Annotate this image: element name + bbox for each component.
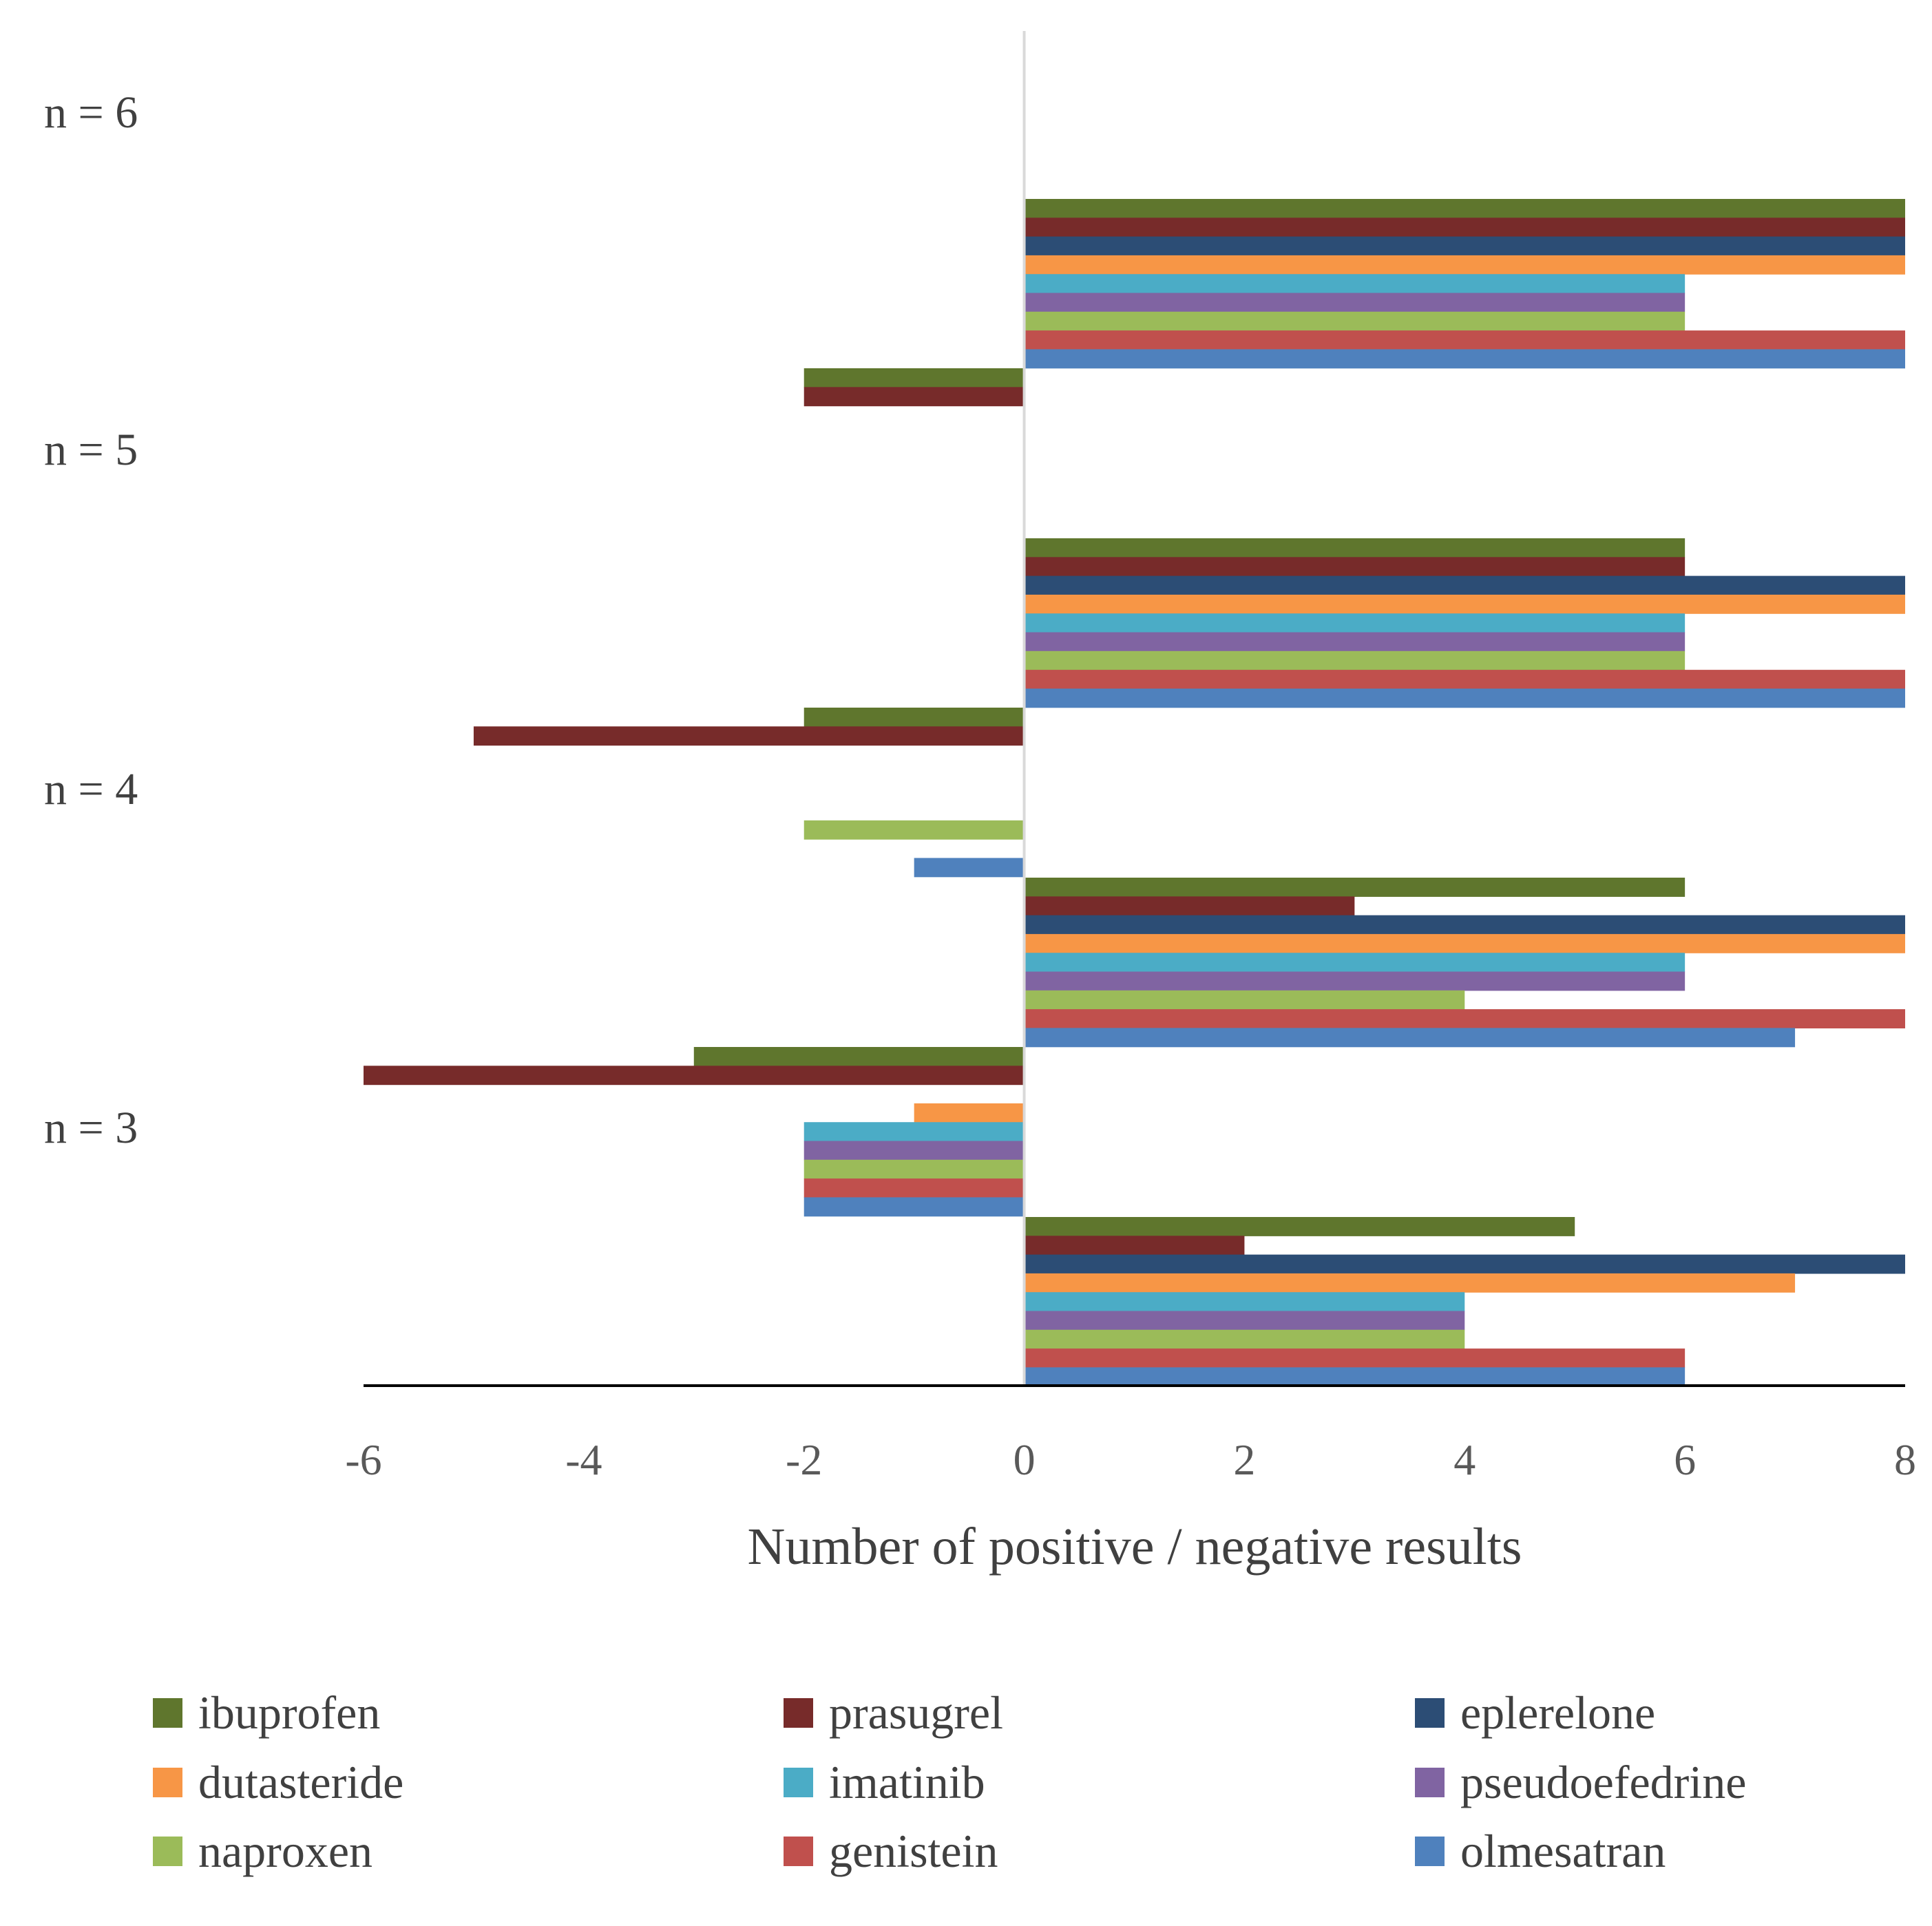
legend-swatch-dutasteride xyxy=(153,1768,182,1797)
bar-positive-olmesatran-n=4 xyxy=(1024,1028,1796,1048)
legend-label-olmesatran: olmesatran xyxy=(1460,1825,1666,1877)
bar-positive-prasugrel-n=4 xyxy=(1024,896,1355,916)
x-tick-label: 6 xyxy=(1674,1435,1696,1484)
bar-negative-ibuprofen-n=5 xyxy=(804,708,1025,727)
legend-swatch-imatinib xyxy=(784,1768,813,1797)
group-labels: n = 6 n = 5 n = 4 n = 3 xyxy=(44,87,138,1153)
bar-positive-genistein-n=6 xyxy=(1024,330,1905,350)
bar-positive-eplerelone-n=5 xyxy=(1024,575,1905,595)
bar-positive-pseudoefedrine-n=3 xyxy=(1024,1311,1465,1331)
bar-negative-pseudoefedrine-n=4 xyxy=(804,1141,1025,1161)
x-tick-label: 8 xyxy=(1894,1435,1916,1484)
legend-item-ibuprofen: ibuprofen xyxy=(153,1686,380,1739)
bar-positive-prasugrel-n=5 xyxy=(1024,557,1686,577)
x-tick-label: 4 xyxy=(1453,1435,1476,1484)
legend-label-genistein: genistein xyxy=(829,1825,998,1877)
x-tick-label: -2 xyxy=(786,1435,822,1484)
group-label-n=6: n = 6 xyxy=(44,87,138,138)
x-tick-label: 0 xyxy=(1014,1435,1036,1484)
bar-negative-dutasteride-n=4 xyxy=(914,1103,1025,1123)
legend-label-imatinib: imatinib xyxy=(829,1756,985,1808)
bar-positive-olmesatran-n=5 xyxy=(1024,688,1905,708)
bar-positive-dutasteride-n=5 xyxy=(1024,594,1905,614)
group-label-n=5: n = 5 xyxy=(44,425,138,475)
legend-item-eplerelone: eplerelone xyxy=(1415,1686,1655,1739)
bar-negative-olmesatran-n=5 xyxy=(914,858,1025,878)
bar-negative-prasugrel-n=5 xyxy=(473,726,1025,746)
bar-positive-olmesatran-n=6 xyxy=(1024,349,1905,369)
legend-swatch-pseudoefedrine xyxy=(1415,1768,1445,1797)
x-tick-labels: -6 -4 -2 0 2 4 6 8 xyxy=(345,1435,1916,1484)
bar-negative-genistein-n=4 xyxy=(804,1178,1025,1198)
legend-item-prasugrel: prasugrel xyxy=(784,1686,1003,1739)
bar-positive-pseudoefedrine-n=4 xyxy=(1024,971,1686,991)
legend-label-dutasteride: dutasteride xyxy=(198,1756,403,1808)
legend-swatch-eplerelone xyxy=(1415,1698,1445,1728)
bar-positive-genistein-n=4 xyxy=(1024,1009,1905,1028)
x-axis-title: Number of positive / negative results xyxy=(748,1518,1522,1576)
bar-positive-ibuprofen-n=3 xyxy=(1024,1217,1575,1236)
bar-positive-dutasteride-n=6 xyxy=(1024,255,1905,275)
bar-positive-pseudoefedrine-n=5 xyxy=(1024,632,1686,652)
bar-positive-prasugrel-n=6 xyxy=(1024,218,1905,237)
bar-negative-imatinib-n=4 xyxy=(804,1122,1025,1142)
bar-positive-olmesatran-n=3 xyxy=(1024,1367,1686,1387)
bar-positive-prasugrel-n=3 xyxy=(1024,1236,1245,1256)
bar-positive-imatinib-n=5 xyxy=(1024,613,1686,633)
bar-positive-ibuprofen-n=6 xyxy=(1024,199,1905,218)
bar-negative-olmesatran-n=4 xyxy=(804,1197,1025,1217)
legend-item-dutasteride: dutasteride xyxy=(153,1756,403,1808)
legend-item-genistein: genistein xyxy=(784,1825,998,1877)
bar-negative-prasugrel-n=4 xyxy=(364,1066,1025,1086)
bar-negative-ibuprofen-n=4 xyxy=(693,1047,1025,1066)
bar-positive-imatinib-n=6 xyxy=(1024,274,1686,294)
bar-positive-pseudoefedrine-n=6 xyxy=(1024,293,1686,313)
bars-layer xyxy=(364,199,1905,1387)
bar-positive-dutasteride-n=3 xyxy=(1024,1273,1796,1293)
bar-positive-genistein-n=3 xyxy=(1024,1348,1686,1368)
bar-negative-ibuprofen-n=6 xyxy=(804,368,1025,388)
legend-label-naproxen: naproxen xyxy=(198,1825,372,1877)
x-tick-label: -6 xyxy=(345,1435,381,1484)
legend-label-eplerelone: eplerelone xyxy=(1460,1686,1655,1739)
x-tick-label: -4 xyxy=(565,1435,602,1484)
bar-positive-dutasteride-n=4 xyxy=(1024,933,1905,953)
legend-swatch-naproxen xyxy=(153,1837,182,1866)
legend-item-pseudoefedrine: pseudoefedrine xyxy=(1415,1756,1746,1808)
legend-swatch-prasugrel xyxy=(784,1698,813,1728)
x-tick-label: 2 xyxy=(1233,1435,1255,1484)
legend-label-pseudoefedrine: pseudoefedrine xyxy=(1460,1756,1746,1808)
legend-item-naproxen: naproxen xyxy=(153,1825,372,1877)
group-label-n=3: n = 3 xyxy=(44,1103,138,1153)
bar-positive-ibuprofen-n=4 xyxy=(1024,878,1686,897)
bar-positive-genistein-n=5 xyxy=(1024,670,1905,689)
bar-positive-eplerelone-n=4 xyxy=(1024,915,1905,935)
legend-label-prasugrel: prasugrel xyxy=(829,1686,1003,1739)
legend-swatch-olmesatran xyxy=(1415,1837,1445,1866)
bar-positive-naproxen-n=6 xyxy=(1024,311,1686,331)
bar-positive-imatinib-n=3 xyxy=(1024,1292,1465,1312)
legend-label-ibuprofen: ibuprofen xyxy=(198,1686,380,1739)
bar-negative-prasugrel-n=6 xyxy=(804,387,1025,407)
legend-item-olmesatran: olmesatran xyxy=(1415,1825,1666,1877)
legend-item-imatinib: imatinib xyxy=(784,1756,985,1808)
bar-positive-ibuprofen-n=5 xyxy=(1024,538,1686,558)
bar-negative-naproxen-n=4 xyxy=(804,1159,1025,1179)
bar-positive-eplerelone-n=6 xyxy=(1024,236,1905,256)
bar-negative-naproxen-n=5 xyxy=(804,820,1025,840)
group-label-n=4: n = 4 xyxy=(44,764,138,814)
bar-positive-naproxen-n=4 xyxy=(1024,990,1465,1010)
bar-positive-naproxen-n=3 xyxy=(1024,1329,1465,1349)
legend-swatch-genistein xyxy=(784,1837,813,1866)
bar-positive-naproxen-n=5 xyxy=(1024,650,1686,670)
bar-positive-imatinib-n=4 xyxy=(1024,953,1686,973)
legend: ibuprofen prasugrel eplerelone dutasteride i… xyxy=(153,1686,1746,1877)
legend-swatch-ibuprofen xyxy=(153,1698,182,1728)
bar-positive-eplerelone-n=3 xyxy=(1024,1254,1905,1274)
